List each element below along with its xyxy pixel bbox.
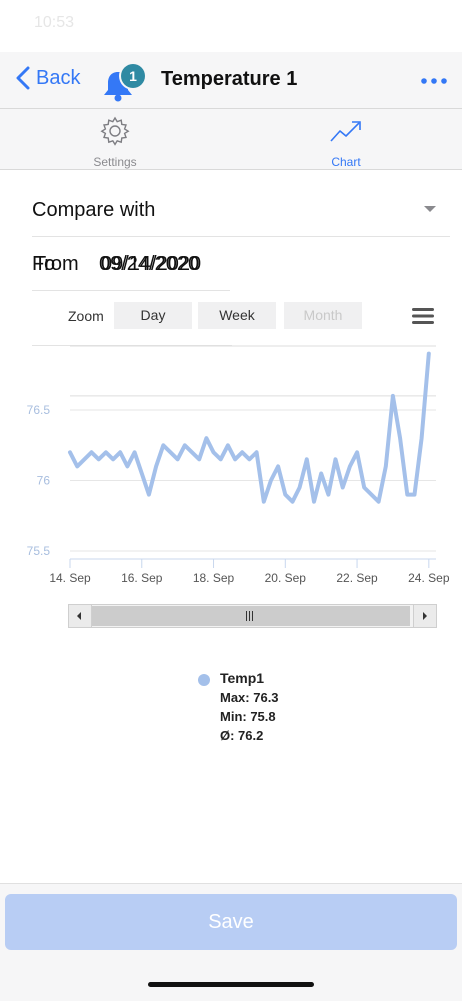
- compare-with-select[interactable]: Compare with: [32, 182, 450, 237]
- date-range: From 09/14/2020 To 09/24/2020: [32, 236, 450, 346]
- back-button[interactable]: Back: [16, 66, 80, 90]
- status-bar: 10:53: [0, 0, 462, 32]
- legend-series-name: Temp1: [220, 670, 265, 686]
- x-tick-label: 24. Sep: [408, 571, 450, 585]
- zoom-week-button[interactable]: Week: [198, 302, 276, 329]
- compare-with-label: Compare with: [32, 199, 156, 221]
- caret-down-icon: [424, 206, 436, 212]
- from-date-value: 09/14/2020: [101, 253, 202, 275]
- more-options-icon[interactable]: [418, 66, 450, 96]
- zoom-label: Zoom: [68, 308, 104, 324]
- tab-chart-label: Chart: [331, 155, 361, 169]
- to-label: To: [34, 253, 56, 275]
- notifications-button[interactable]: 1: [102, 64, 145, 102]
- scroll-left-arrow-icon[interactable]: [69, 605, 92, 627]
- x-tick-label: 16. Sep: [121, 571, 163, 585]
- status-time: 10:53: [34, 14, 75, 31]
- zoom-month-button: Month: [284, 302, 362, 329]
- scroll-right-arrow-icon[interactable]: [413, 605, 436, 627]
- notification-badge: 1: [121, 64, 145, 88]
- tab-settings[interactable]: Settings: [55, 115, 175, 169]
- y-tick-label: 76: [37, 474, 51, 488]
- y-tick-label: 75.5: [27, 544, 51, 558]
- footer: Save: [0, 883, 462, 1001]
- x-tick-label: 14. Sep: [49, 571, 91, 585]
- grip-icon: [244, 611, 256, 621]
- nav-bar: Back 1 Temperature 1: [0, 52, 462, 109]
- back-label: Back: [36, 66, 81, 89]
- from-label: From: [32, 253, 79, 275]
- legend-avg: Ø: 76.2: [220, 728, 264, 743]
- chevron-left-icon: [16, 66, 30, 90]
- page-title: Temperature 1: [161, 68, 298, 90]
- temperature-chart: 75.5 76 76.5 14. Sep 16. Sep 18. Sep 20. Sep 22…: [27, 345, 450, 585]
- hamburger-menu-icon[interactable]: [412, 307, 434, 325]
- tab-bar: Settings Chart: [0, 109, 462, 170]
- gear-icon: [100, 116, 130, 146]
- to-date-value: 09/24/2020: [99, 253, 200, 275]
- x-tick-label: 20. Sep: [265, 571, 307, 585]
- x-tick-label: 22. Sep: [336, 571, 378, 585]
- x-tick-label: 18. Sep: [193, 571, 235, 585]
- trend-chart-icon: [330, 121, 361, 142]
- legend-max: Max: 76.3: [220, 690, 279, 705]
- zoom-day-button[interactable]: Day: [114, 302, 192, 329]
- from-date-field[interactable]: From 09/14/2020: [32, 236, 230, 291]
- legend-min: Min: 75.8: [220, 709, 276, 724]
- y-tick-label: 76.5: [27, 403, 51, 417]
- tab-chart[interactable]: Chart: [286, 115, 406, 169]
- legend-series-marker: [198, 674, 210, 686]
- scrollbar-thumb[interactable]: [92, 606, 410, 626]
- home-indicator: [148, 982, 314, 987]
- save-button[interactable]: Save: [5, 894, 457, 950]
- tab-settings-label: Settings: [93, 155, 137, 169]
- chart-range-scrollbar[interactable]: [68, 604, 437, 628]
- series-line-temp1: [68, 351, 431, 504]
